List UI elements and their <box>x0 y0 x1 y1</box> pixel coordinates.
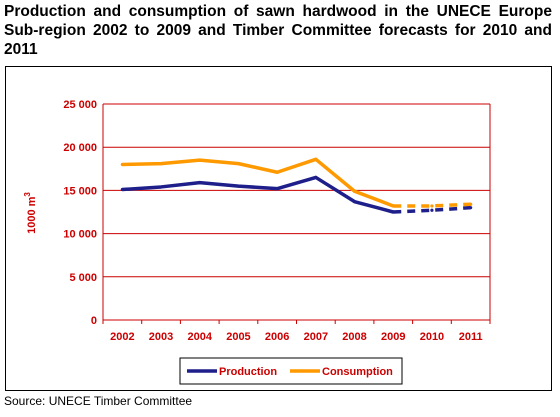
data-point-consumption <box>430 204 434 208</box>
chart-frame <box>5 66 552 391</box>
gridlines <box>102 103 491 324</box>
chart-title: Production and consumption of sawn hardw… <box>4 3 552 58</box>
x-tick-label: 2008 <box>342 331 366 343</box>
data-point-consumption <box>120 162 124 167</box>
x-tick-label: 2006 <box>265 331 289 343</box>
data-point-production <box>159 185 163 189</box>
data-point-consumption <box>314 157 318 161</box>
series-line-production <box>122 175 394 214</box>
series-line-consumption <box>122 157 394 208</box>
source-note: Source: UNECE Timber Committee <box>4 394 193 408</box>
data-point-consumption <box>275 170 279 174</box>
data-point-consumption <box>198 158 202 162</box>
data-point-production <box>469 206 473 210</box>
x-tick-label: 2005 <box>226 331 250 343</box>
data-point-production <box>275 187 279 191</box>
x-tick-label: 2004 <box>188 331 213 343</box>
data-point-production <box>314 175 318 180</box>
legend-label-production: Production <box>219 366 277 378</box>
data-point-production <box>430 208 434 212</box>
data-point-consumption <box>352 189 357 193</box>
data-point-consumption <box>236 162 241 166</box>
y-axis-label: 1000 m3 <box>23 192 38 234</box>
data-point-consumption <box>391 204 395 208</box>
y-axis-label-main: 1000 m <box>26 196 38 234</box>
y-tick-label: 20 000 <box>63 142 97 154</box>
data-point-production <box>352 200 357 204</box>
data-point-consumption <box>469 202 473 206</box>
y-tick-label: 25 000 <box>63 99 97 111</box>
series-lines <box>120 157 473 214</box>
x-tick-label: 2011 <box>459 331 483 343</box>
x-tick-label: 2002 <box>110 331 134 343</box>
data-point-production <box>391 210 395 214</box>
x-axis-ticks: 2002 2003 2004 2005 2006 2007 2008 2009 2010 2011 <box>110 331 482 343</box>
y-tick-label: 10 000 <box>63 229 97 241</box>
y-tick-label: 0 <box>91 315 97 327</box>
x-tick-label: 2010 <box>420 331 444 343</box>
data-point-consumption <box>159 162 163 166</box>
data-point-production <box>236 184 241 188</box>
x-tick-label: 2007 <box>304 331 328 343</box>
legend: Production Consumption <box>187 366 393 378</box>
y-axis-ticks: 0 5 000 10 000 15 000 20 000 25 000 <box>63 99 97 327</box>
x-tick-label: 2009 <box>381 331 405 343</box>
legend-label-consumption: Consumption <box>322 366 393 378</box>
x-tick-label: 2003 <box>149 331 173 343</box>
y-tick-label: 15 000 <box>63 185 97 197</box>
data-point-production <box>120 187 124 192</box>
y-axis-label-sup: 3 <box>23 192 32 197</box>
y-tick-label: 5 000 <box>69 272 97 284</box>
data-point-production <box>198 181 202 185</box>
